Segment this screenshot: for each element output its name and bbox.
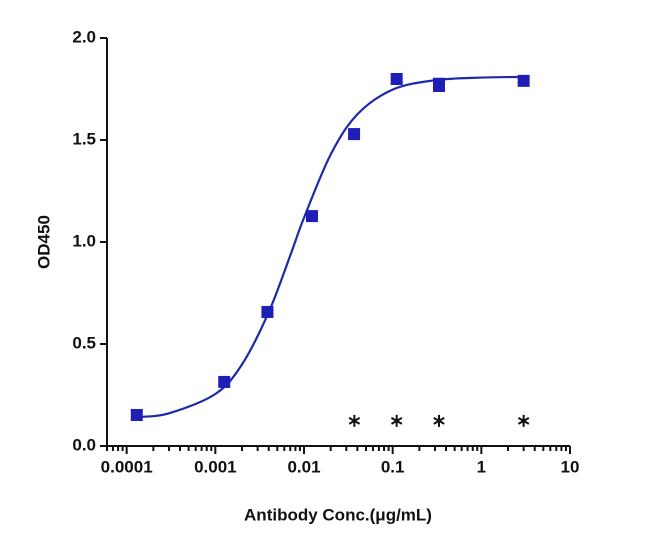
asterisk-marker (433, 414, 445, 427)
y-tick-label: 0.5 (72, 333, 96, 352)
x-tick-label: 0.1 (381, 457, 405, 476)
data-point (261, 305, 274, 318)
asterisk-marker (517, 414, 530, 427)
data-point (517, 74, 530, 87)
y-tick-label: 0.0 (72, 435, 96, 454)
x-tick-label: 1 (477, 457, 486, 476)
asterisk-marker (390, 414, 403, 427)
data-point (390, 73, 403, 86)
y-tick-label: 1.0 (72, 231, 96, 250)
data-point (218, 375, 231, 388)
fit-curve (142, 75, 524, 418)
y-tick-label: 2.0 (72, 27, 96, 46)
data-point (130, 408, 143, 421)
y-tick-label: 1.5 (72, 129, 96, 148)
data-point (348, 128, 361, 141)
x-tick-label: 0.001 (194, 457, 237, 476)
x-tick-label: 0.0001 (101, 457, 153, 476)
x-tick-label: 0.01 (287, 457, 320, 476)
asterisk-marker (348, 414, 361, 427)
x-tick-label: 10 (561, 457, 580, 476)
y-axis-label: OD450 (34, 215, 53, 269)
x-axis-label: Antibody Conc.(μg/mL) (244, 505, 432, 524)
data-point (305, 210, 318, 223)
data-point (432, 78, 445, 91)
